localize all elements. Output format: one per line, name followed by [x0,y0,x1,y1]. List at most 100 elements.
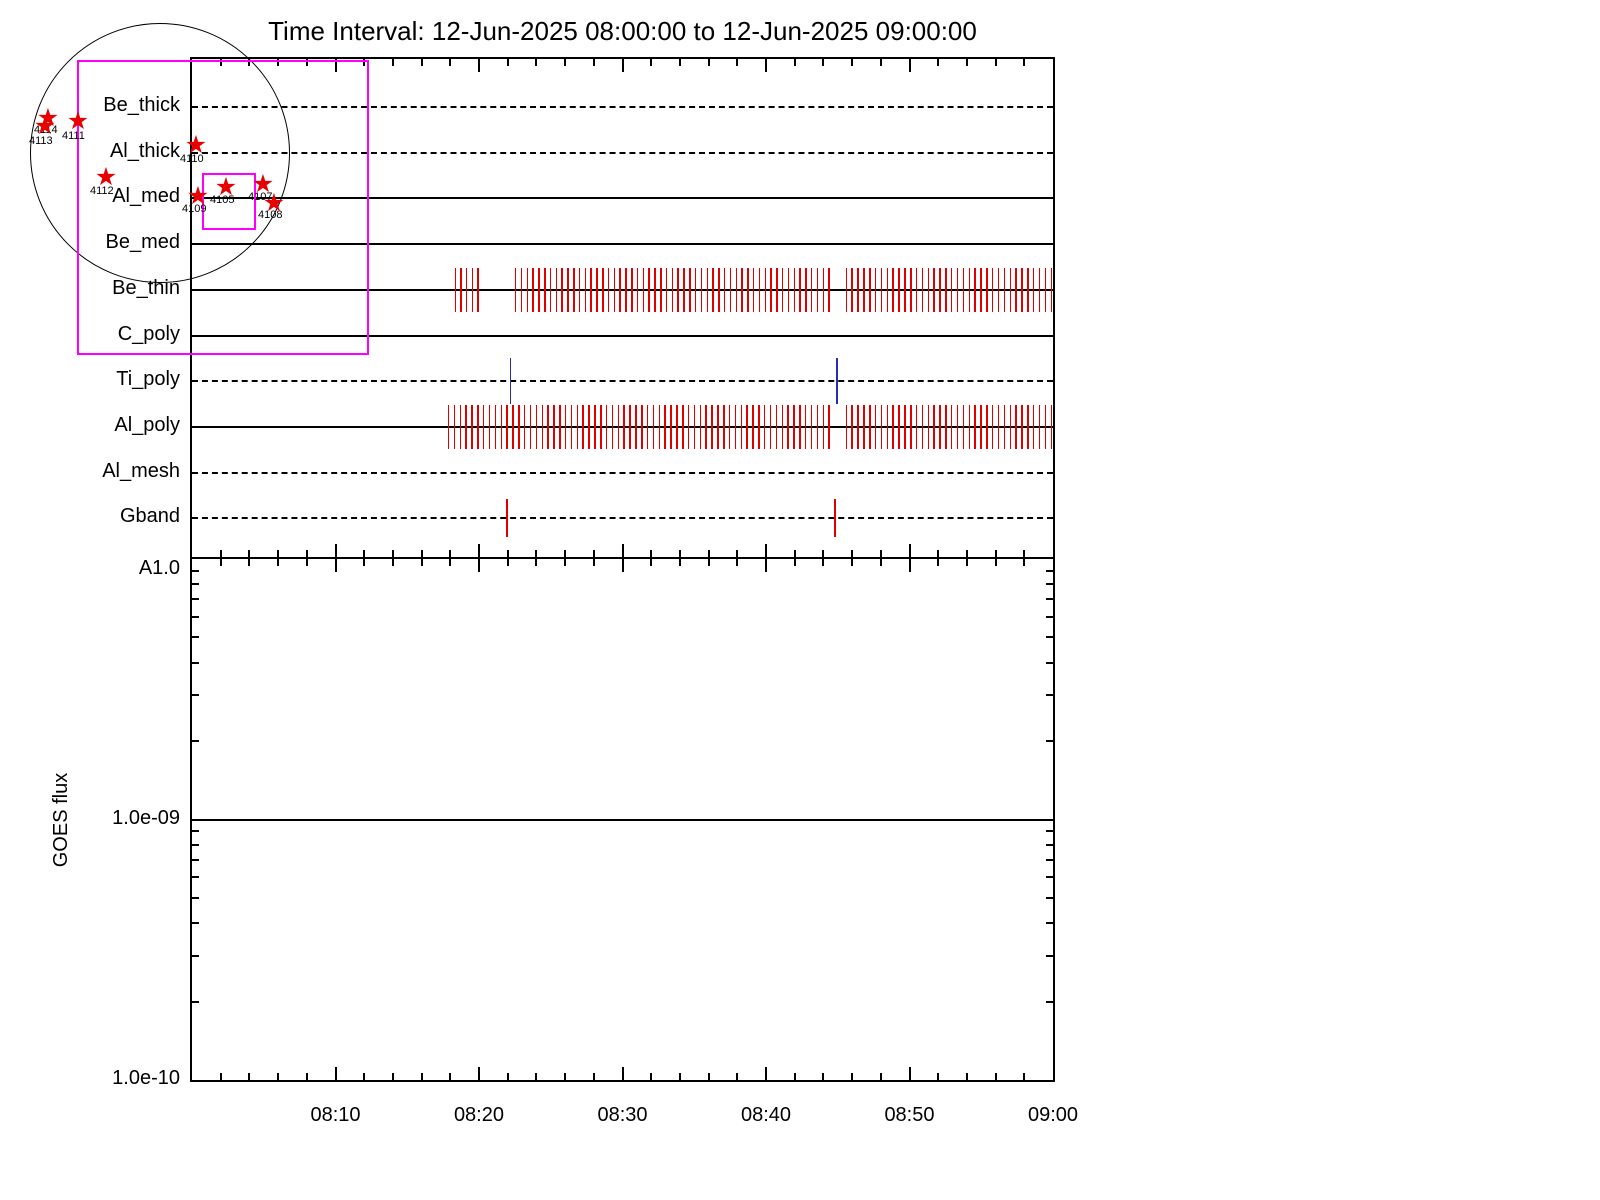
exposure-tick [805,267,807,312]
exposure-tick [553,404,555,449]
axis-tick [1023,1073,1026,1080]
axis-tick [449,559,452,566]
filter-label: C_poly [117,322,180,345]
filter-line [192,243,1053,246]
exposure-tick [1027,404,1029,449]
exposure-tick [869,267,871,312]
axis-tick [908,544,911,557]
axis-tick [192,843,199,846]
active-region-star: ★ [184,130,208,159]
exposure-tick [447,404,450,449]
exposure-tick [776,267,778,312]
axis-tick [937,559,940,566]
exposure-tick [945,404,947,449]
axis-tick [879,1073,882,1080]
axis-tick [937,550,940,557]
exposure-tick [641,404,643,449]
axis-tick [1023,559,1026,566]
exposure-tick [570,404,573,449]
exposure-tick [775,404,778,449]
filter-line [192,471,1053,474]
filter-label: Ti_poly [116,368,180,391]
exposure-tick [974,404,976,449]
exposure-tick [629,404,631,449]
exposure-tick [711,404,713,449]
filter-line [192,334,1053,337]
y-tick-label: 1.0e-09 [112,806,180,829]
axis-tick [937,1073,940,1080]
axis-tick [650,550,653,557]
exposure-tick [740,404,743,449]
exposure-tick [518,404,520,449]
axis-tick [192,615,199,618]
exposure-tick [500,404,503,449]
active-region-label: 4114 [34,124,58,136]
exposure-tick [600,404,602,449]
sun-limb-circle [30,23,290,283]
axis-tick [1046,922,1053,925]
active-region-star: ★ [214,172,238,201]
axis-tick [1046,661,1053,664]
axis-tick [420,59,423,66]
exposure-tick [718,267,720,312]
exposure-tick [509,358,512,405]
axis-tick [478,1067,480,1080]
exposure-tick [787,267,790,312]
exposure-tick [611,404,614,449]
exposure-tick [810,404,813,449]
axis-tick [736,1073,739,1080]
filter-line [192,517,1053,520]
exposure-tick [752,267,755,312]
axis-tick [879,559,882,566]
exposure-tick [665,267,668,312]
axis-tick [192,896,199,899]
active-region-label: 4110 [180,153,204,165]
exposure-tick [863,267,865,312]
active-region-star: ★ [262,188,286,217]
exposure-tick [555,267,558,312]
exposure-tick [962,267,965,312]
exposure-tick [660,267,662,312]
axis-tick [192,740,199,743]
exposure-tick [705,404,707,449]
exposure-tick [567,267,569,312]
exposure-tick [590,267,592,312]
exposure-tick [1027,267,1029,312]
exposure-tick [677,267,679,312]
axis-tick [1046,896,1053,899]
exposure-tick [747,267,749,312]
exposure-tick [828,267,830,312]
filter-line [192,288,1053,291]
exposure-tick [544,267,546,312]
exposure-tick [607,267,610,312]
solar-disk-panel: ★ 4114 ★ 4113 ★ 4111 ★ 4110 ★ 4112 ★ 4109 ★ 4105 ★ 4107… [0,0,445,395]
axis-tick [363,559,366,566]
axis-tick [506,59,509,66]
exposure-tick [712,267,714,312]
exposure-tick [968,404,971,449]
exposure-tick [561,267,563,312]
exposure-tick [1003,267,1006,312]
axis-tick [248,559,251,566]
axis-tick [1046,876,1053,879]
axis-tick [822,550,825,557]
exposure-tick [520,267,523,312]
filter-line [192,197,1053,200]
axis-tick [1046,598,1053,601]
active-region-star: ★ [33,111,57,140]
axis-tick [908,59,911,72]
axis-tick [592,559,595,566]
axis-tick [1023,59,1026,66]
axis-tick [219,559,222,566]
axis-tick [192,876,199,879]
exposure-tick [974,267,976,312]
x-tick-label: 08:20 [453,1104,504,1126]
exposure-tick [454,267,457,312]
axis-tick [707,1073,710,1080]
axis-tick [1046,636,1053,639]
x-tick-label: 08:10 [310,1104,361,1126]
exposure-tick [1038,404,1041,449]
filter-line [192,151,1053,154]
exposure-tick [617,404,620,449]
